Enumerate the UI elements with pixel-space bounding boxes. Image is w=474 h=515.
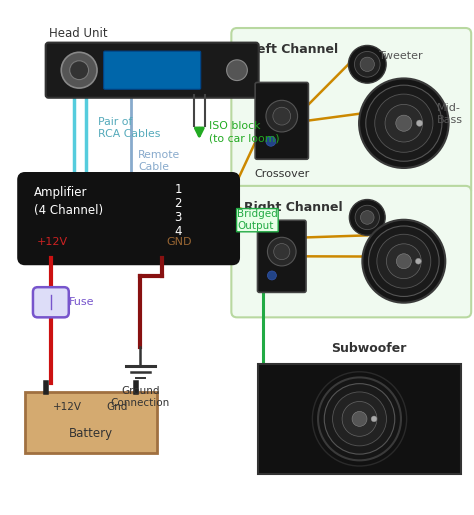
Circle shape (333, 392, 386, 446)
Circle shape (227, 60, 247, 80)
Circle shape (266, 136, 276, 146)
Circle shape (369, 226, 439, 297)
Text: Gnd: Gnd (107, 402, 128, 412)
Circle shape (352, 411, 367, 426)
Text: Head Unit: Head Unit (48, 27, 107, 40)
Bar (25, 392, 157, 453)
Text: 3: 3 (174, 211, 182, 224)
Text: Crossover: Crossover (254, 169, 310, 179)
Circle shape (324, 384, 395, 454)
Circle shape (348, 45, 386, 83)
Circle shape (267, 237, 296, 266)
FancyBboxPatch shape (255, 82, 309, 159)
Text: Right Channel: Right Channel (244, 201, 343, 214)
Circle shape (377, 234, 431, 288)
FancyBboxPatch shape (19, 174, 238, 263)
Text: 1: 1 (174, 183, 182, 196)
Bar (258, 364, 461, 474)
Circle shape (396, 254, 411, 269)
FancyBboxPatch shape (104, 51, 201, 89)
Circle shape (362, 220, 445, 303)
Text: Ground
Connection: Ground Connection (111, 386, 170, 408)
Text: 2: 2 (174, 197, 182, 210)
Circle shape (70, 61, 89, 80)
Text: +12V: +12V (36, 237, 68, 247)
Circle shape (273, 107, 291, 125)
Circle shape (342, 402, 377, 436)
Circle shape (267, 271, 276, 280)
Text: Mid-
Bass: Mid- Bass (437, 103, 463, 125)
Circle shape (366, 85, 442, 161)
Circle shape (355, 52, 380, 77)
FancyBboxPatch shape (33, 287, 69, 317)
Text: Tweeter: Tweeter (379, 51, 423, 61)
Text: Subwoofer: Subwoofer (331, 342, 407, 355)
Circle shape (396, 115, 412, 131)
FancyBboxPatch shape (46, 43, 259, 98)
Circle shape (318, 377, 401, 460)
Text: Pair of
RCA Cables: Pair of RCA Cables (98, 117, 160, 139)
Circle shape (360, 57, 374, 72)
Circle shape (371, 416, 377, 422)
Circle shape (266, 100, 298, 132)
FancyBboxPatch shape (231, 28, 471, 195)
Text: +12V: +12V (53, 402, 82, 412)
Circle shape (349, 199, 385, 235)
Circle shape (355, 205, 380, 230)
Circle shape (359, 78, 448, 168)
FancyBboxPatch shape (257, 220, 306, 293)
Circle shape (360, 211, 374, 224)
Circle shape (416, 120, 423, 126)
Circle shape (273, 244, 290, 260)
FancyBboxPatch shape (231, 186, 471, 317)
Circle shape (61, 53, 97, 88)
Text: Amplifier
(4 Channel): Amplifier (4 Channel) (35, 186, 103, 217)
Text: Remote
Cable: Remote Cable (138, 150, 180, 172)
Text: Fuse: Fuse (69, 297, 94, 307)
Text: Left Channel: Left Channel (249, 43, 338, 56)
Circle shape (375, 94, 433, 152)
Text: ISO block
(to car loom): ISO block (to car loom) (209, 122, 279, 144)
Circle shape (415, 259, 421, 264)
Text: GND: GND (166, 237, 191, 247)
Text: Bridged
Output: Bridged Output (237, 209, 278, 231)
Circle shape (385, 105, 423, 142)
Text: Battery: Battery (69, 427, 113, 440)
Circle shape (386, 244, 421, 279)
Text: 4: 4 (174, 225, 182, 238)
